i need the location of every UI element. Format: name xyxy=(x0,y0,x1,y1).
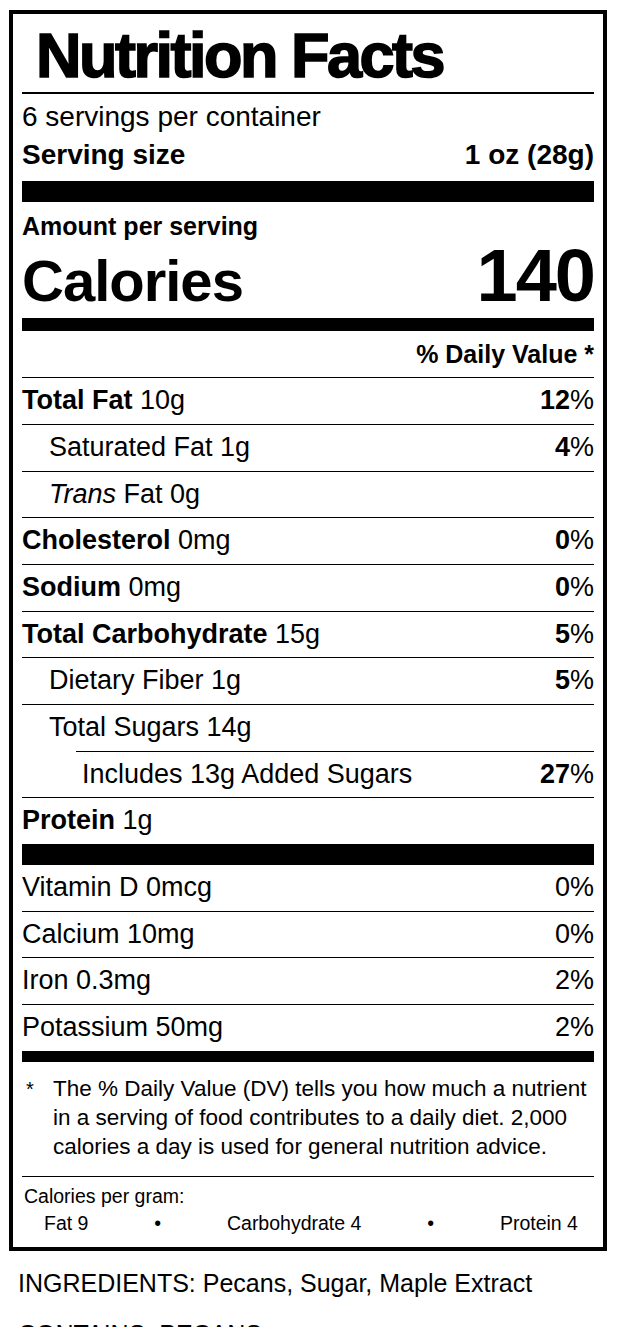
calories-row: Calories 140 xyxy=(22,241,594,318)
serving-size-row: Serving size 1 oz (28g) xyxy=(22,135,594,181)
calories-per-gram-label: Calories per gram: xyxy=(24,1184,592,1208)
nutrient-row-total-carbohydrate: Total Carbohydrate 15g 5% xyxy=(22,611,594,658)
calories-per-gram-values: Fat 9 • Carbohydrate 4 • Protein 4 xyxy=(24,1208,592,1235)
bullet-separator: • xyxy=(427,1211,434,1235)
small-divider-bar xyxy=(22,1051,594,1062)
servings-per-container: 6 servings per container xyxy=(22,94,594,135)
contains-line: CONTAINS: PECANS xyxy=(18,1320,620,1327)
calories-label: Calories xyxy=(22,251,243,312)
vitamin-row-potassium: Potassium 50mg 2% xyxy=(22,1004,594,1051)
vitamin-row-vitamin-d: Vitamin D 0mcg 0% xyxy=(22,865,594,911)
calories-value: 140 xyxy=(477,241,594,311)
footnote-text: The % Daily Value (DV) tells you how muc… xyxy=(44,1074,590,1162)
daily-value-header: % Daily Value * xyxy=(22,331,594,377)
ingredients-line: INGREDIENTS: Pecans, Sugar, Maple Extrac… xyxy=(18,1269,620,1298)
nutrient-row-total-fat: Total Fat 10g 12% xyxy=(22,377,594,424)
calories-per-gram-section: Calories per gram: Fat 9 • Carbohydrate … xyxy=(22,1176,594,1242)
daily-value-footnote: * The % Daily Value (DV) tells you how m… xyxy=(22,1062,594,1176)
nutrient-row-dietary-fiber: Dietary Fiber 1g 5% xyxy=(22,657,594,704)
medium-divider-bar xyxy=(22,318,594,331)
thick-divider-bar xyxy=(22,181,594,202)
nutrient-row-added-sugars: Includes 13g Added Sugars 27% xyxy=(76,751,594,798)
serving-size-label: Serving size xyxy=(22,139,185,171)
bullet-separator: • xyxy=(154,1211,161,1235)
nutrient-row-sodium: Sodium 0mg 0% xyxy=(22,564,594,611)
nutrient-row-saturated-fat: Saturated Fat 1g 4% xyxy=(22,424,594,471)
vitamin-row-calcium: Calcium 10mg 0% xyxy=(22,911,594,958)
nutrient-row-cholesterol: Cholesterol 0mg 0% xyxy=(22,517,594,564)
nutrition-facts-title: Nutrition Facts xyxy=(22,18,594,92)
footnote-asterisk: * xyxy=(26,1074,44,1162)
cpg-fat: Fat 9 xyxy=(44,1211,88,1235)
thick-divider-bar xyxy=(22,844,594,865)
nutrient-row-protein: Protein 1g xyxy=(22,797,594,844)
cpg-carbohydrate: Carbohydrate 4 xyxy=(227,1211,361,1235)
cpg-protein: Protein 4 xyxy=(500,1211,578,1235)
vitamin-row-iron: Iron 0.3mg 2% xyxy=(22,957,594,1004)
nutrition-facts-panel: Nutrition Facts 6 servings per container… xyxy=(9,10,607,1251)
serving-size-value: 1 oz (28g) xyxy=(465,139,594,171)
nutrient-row-total-sugars: Total Sugars 14g xyxy=(22,704,594,751)
nutrient-row-trans-fat: Trans Fat 0g xyxy=(22,471,594,518)
